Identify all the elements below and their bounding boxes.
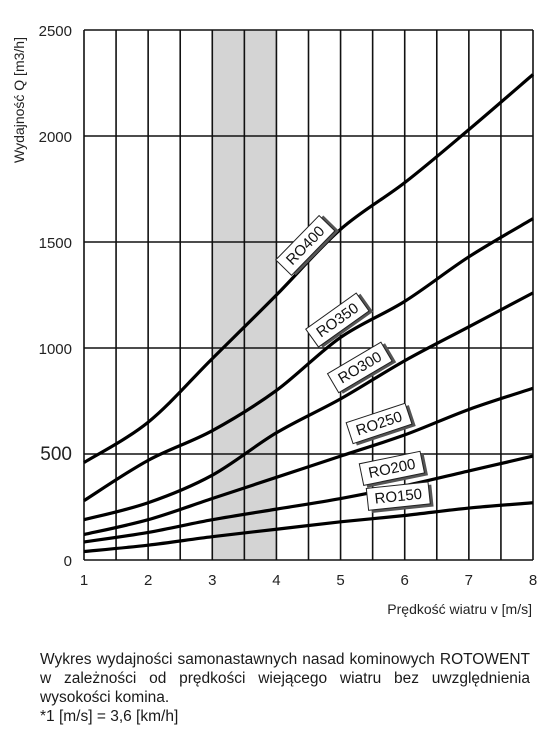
x-tick-label: 8 (529, 572, 537, 589)
series-label-ro250: RO250 (345, 402, 416, 446)
caption-footnote: *1 [m/s] = 3,6 [km/h] (40, 708, 179, 725)
y-tick-label: 1500 (39, 235, 72, 252)
y-axis-label: Wydajność Q [m3/h] (11, 37, 27, 163)
y-tick-label: 1000 (39, 341, 72, 358)
series-label-ro300: RO300 (326, 341, 397, 394)
y-tick-label: 0 (64, 553, 72, 570)
x-tick-label: 2 (144, 572, 152, 589)
x-axis-label: Prędkość wiatru v [m/s] (387, 601, 532, 617)
series-line-ro150 (83, 501, 534, 554)
series-label-ro150: RO150 (365, 481, 434, 513)
y-tick-label: 2500 (39, 23, 72, 40)
series-line-ro350 (83, 217, 534, 502)
series-label-text: RO150 (374, 486, 423, 508)
series-label-ro350: RO350 (305, 292, 374, 348)
x-tick-label: 1 (80, 572, 88, 589)
x-tick-label: 4 (272, 572, 280, 589)
x-tick-label: 5 (336, 572, 344, 589)
series-label-ro200: RO200 (358, 450, 429, 488)
caption-description: Wykres wydajności samonastawnych nasad k… (40, 651, 530, 706)
series-line-ro300 (83, 291, 534, 522)
y-tick-label: 2000 (39, 129, 72, 146)
x-tick-label: 3 (208, 572, 216, 589)
chart-caption: Wykres wydajności samonastawnych nasad k… (40, 650, 530, 726)
x-tick-label: 6 (401, 572, 409, 589)
series-label-ro400: RO400 (275, 214, 340, 277)
x-tick-label: 7 (465, 572, 473, 589)
series-line-ro250 (83, 386, 534, 537)
y-tick-label: 500 (40, 444, 72, 465)
series-line-ro200 (83, 454, 534, 544)
